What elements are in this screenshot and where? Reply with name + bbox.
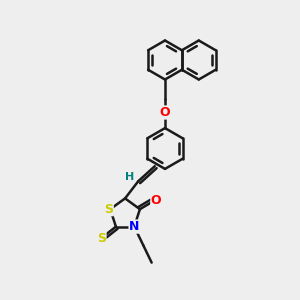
Text: S: S [97, 232, 106, 244]
Text: S: S [104, 203, 113, 216]
Text: N: N [129, 220, 140, 233]
Text: H: H [125, 172, 134, 182]
Text: O: O [160, 106, 170, 119]
Text: O: O [151, 194, 161, 207]
